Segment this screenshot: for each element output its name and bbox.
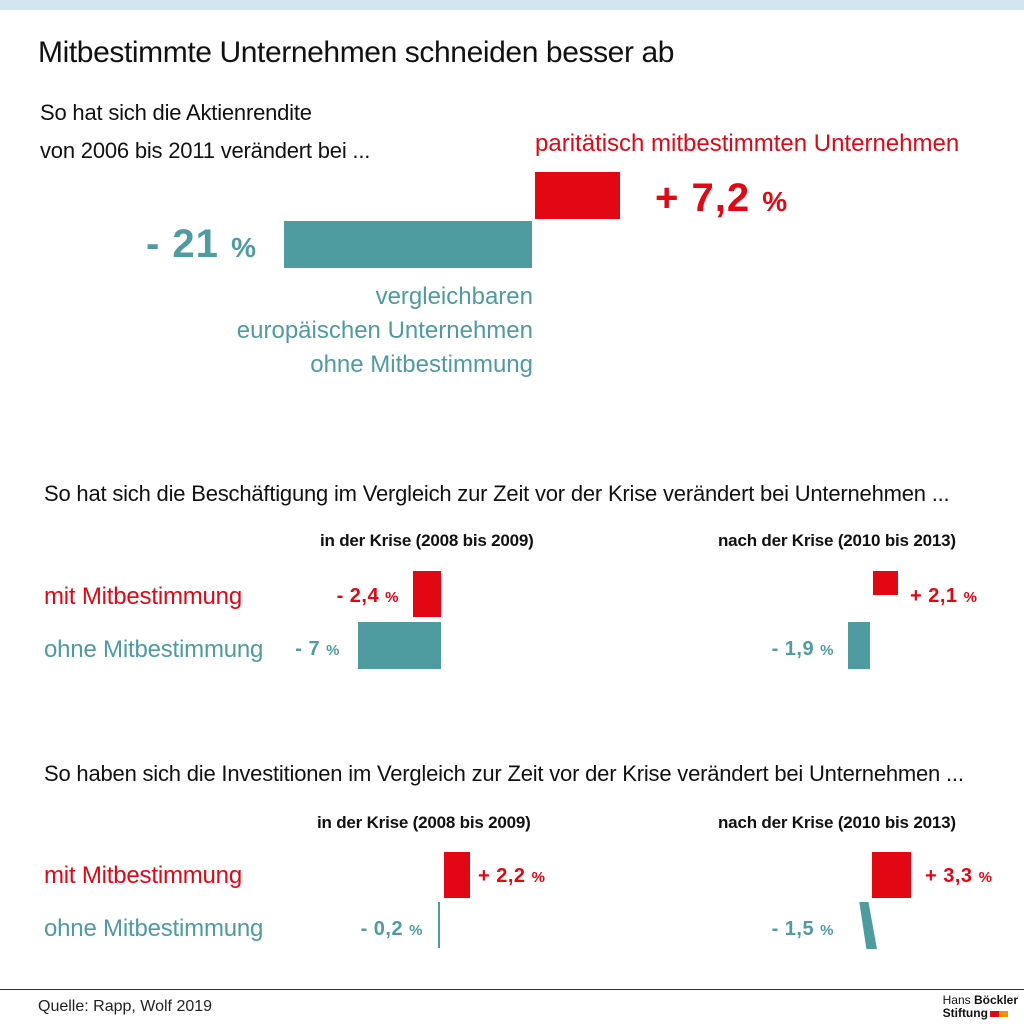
label-non-codetermined-1: vergleichbaren	[375, 283, 533, 310]
value-employment-with-after: + 2,1 %	[910, 585, 977, 608]
value-investment-without-crisis-unit: %	[409, 922, 423, 939]
logo-text-hans: Hans	[942, 993, 971, 1007]
value-employment-with-crisis: - 2,4 %	[337, 585, 399, 608]
value-stock-codetermined-number: + 7,2	[655, 176, 751, 220]
value-investment-without-crisis-number: - 0,2	[360, 918, 404, 940]
value-stock-non-codetermined: - 21 %	[146, 222, 257, 267]
page-title: Mitbestimmte Unternehmen schneiden besse…	[38, 36, 675, 69]
logo-red-square-icon	[989, 1010, 999, 1017]
value-employment-without-crisis-unit: %	[326, 642, 340, 659]
period-crisis-employment: in der Krise (2008 bis 2009)	[320, 531, 534, 550]
question-stock-line2: von 2006 bis 2011 verändert bei ...	[40, 138, 371, 163]
value-employment-with-after-unit: %	[963, 589, 978, 606]
value-employment-without-after-number: - 1,9	[771, 638, 815, 660]
value-employment-with-after-number: + 2,1	[910, 585, 958, 607]
bar-employment-with-after	[873, 571, 898, 595]
value-employment-with-crisis-number: - 2,4	[336, 585, 380, 607]
label-non-codetermined-3: ohne Mitbestimmung	[310, 351, 533, 378]
top-accent-bar	[0, 0, 1024, 10]
value-investment-with-crisis-unit: %	[531, 869, 546, 886]
row-label-without-codetermination: ohne Mitbestimmung	[44, 636, 264, 663]
period-after-crisis-employment: nach der Krise (2010 bis 2013)	[718, 531, 956, 550]
logo-text-stiftung: Stiftung	[942, 1006, 988, 1020]
value-stock-codetermined: + 7,2 %	[655, 176, 788, 221]
source-note: Quelle: Rapp, Wolf 2019	[38, 998, 213, 1015]
question-investment: So haben sich die Investitionen im Vergl…	[44, 761, 964, 786]
value-investment-without-after-unit: %	[820, 922, 834, 939]
value-employment-without-after: - 1,9 %	[772, 638, 834, 661]
row-label-without-codetermination-2: ohne Mitbestimmung	[44, 915, 264, 942]
value-employment-with-crisis-unit: %	[385, 589, 399, 606]
label-codetermined: paritätisch mitbestimmten Unternehmen	[535, 130, 960, 157]
value-employment-without-crisis-number: - 7	[295, 638, 321, 660]
label-non-codetermined-2: europäischen Unternehmen	[236, 317, 533, 344]
value-employment-without-after-unit: %	[820, 642, 834, 659]
row-label-with-codetermination-2: mit Mitbestimmung	[44, 862, 242, 889]
period-crisis-investment: in der Krise (2008 bis 2009)	[317, 813, 531, 832]
value-investment-without-after-number: - 1,5	[771, 918, 815, 940]
value-investment-with-after-unit: %	[978, 869, 993, 886]
value-stock-non-codetermined-number: - 21	[146, 222, 219, 266]
bar-employment-with-crisis	[412, 571, 441, 617]
value-investment-with-after-number: + 3,3	[925, 865, 973, 887]
row-label-with-codetermination: mit Mitbestimmung	[44, 583, 242, 610]
value-investment-without-after: - 1,5 %	[772, 918, 834, 941]
logo-orange-square-icon	[998, 1010, 1008, 1017]
bar-employment-without-crisis	[358, 622, 441, 669]
bar-stock-codetermined	[535, 172, 620, 219]
hans-boeckler-logo: Hans Böckler Stiftung	[943, 994, 1018, 1020]
footer-divider	[0, 989, 1024, 990]
bar-investment-with-crisis	[444, 852, 470, 898]
value-investment-with-after: + 3,3 %	[925, 865, 992, 888]
value-investment-with-crisis-number: + 2,2	[478, 865, 526, 887]
question-employment: So hat sich die Beschäftigung im Verglei…	[44, 481, 950, 506]
bar-stock-non-codetermined	[284, 221, 532, 268]
period-after-crisis-investment: nach der Krise (2010 bis 2013)	[718, 813, 956, 832]
bar-investment-with-after	[872, 852, 911, 898]
value-stock-codetermined-unit: %	[762, 186, 789, 217]
value-employment-without-crisis: - 7 %	[295, 638, 340, 661]
value-investment-without-crisis: - 0,2 %	[361, 918, 423, 941]
value-stock-non-codetermined-unit: %	[231, 232, 257, 263]
bar-investment-without-after	[859, 902, 877, 949]
question-stock-line1: So hat sich die Aktienrendite	[40, 100, 312, 125]
value-investment-with-crisis: + 2,2 %	[478, 865, 545, 888]
bar-employment-without-after	[847, 622, 870, 669]
logo-text-boeckler: Böckler	[973, 993, 1018, 1007]
bar-investment-without-crisis	[437, 902, 440, 948]
